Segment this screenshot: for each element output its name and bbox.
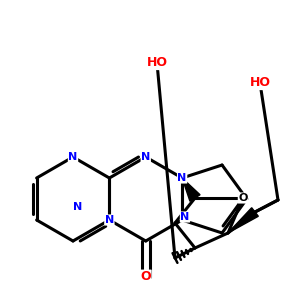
Text: N: N	[68, 152, 78, 162]
Polygon shape	[182, 178, 200, 201]
Text: N: N	[105, 215, 114, 225]
Text: N: N	[141, 152, 150, 162]
Text: N: N	[178, 173, 187, 183]
Text: HO: HO	[146, 56, 167, 70]
Text: N: N	[180, 212, 190, 222]
Polygon shape	[228, 208, 258, 233]
Text: O: O	[238, 193, 248, 203]
Text: O: O	[140, 270, 151, 283]
Text: HO: HO	[250, 76, 271, 89]
Text: N: N	[74, 202, 82, 212]
